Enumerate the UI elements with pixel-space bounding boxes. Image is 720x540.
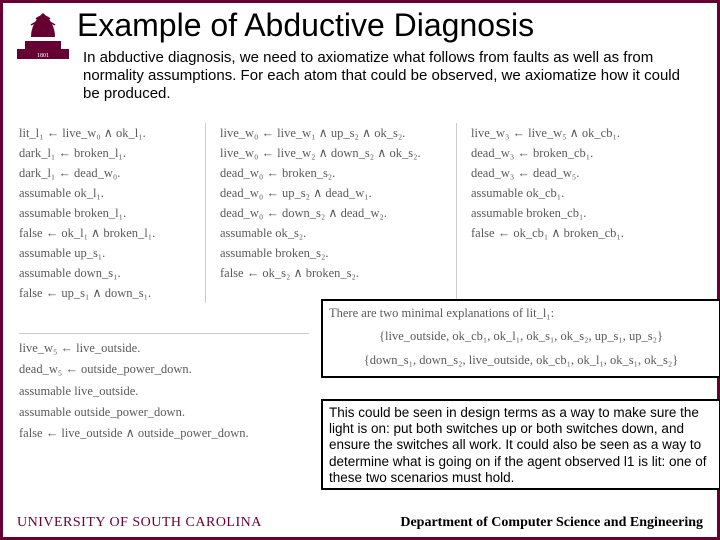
formula-line: live_w₅ ← live_outside. [19, 338, 309, 359]
formula-line: lit_l₁ ← live_w₀ ∧ ok_l₁. [19, 123, 199, 143]
formula-line: assumable ok_cb₁. [471, 183, 681, 203]
formula-line: dark_l₁ ← broken_l₁. [19, 143, 199, 163]
formula-line: assumable ok_l₁. [19, 183, 199, 203]
formula-line: false ← ok_cb₁ ∧ broken_cb₁. [471, 223, 681, 243]
formula-line: false ← ok_l₁ ∧ broken_l₁. [19, 223, 199, 243]
formula-line: assumable ok_s₂. [220, 223, 450, 243]
formula-line: assumable outside_power_down. [19, 402, 309, 423]
formula-line: dead_w₀ ← up_s₂ ∧ dead_w₁. [220, 183, 450, 203]
slide-title: Example of Abductive Diagnosis [77, 7, 534, 44]
formula-columns: lit_l₁ ← live_w₀ ∧ ok_l₁. dark_l₁ ← brok… [19, 123, 709, 303]
formula-line: dead_w₀ ← broken_s₂. [220, 163, 450, 183]
formula-line: assumable down_s₁. [19, 263, 199, 283]
formula-line: dead_w₀ ← down_s₂ ∧ dead_w₂. [220, 203, 450, 223]
minimal-explanations-box: There are two minimal explanations of li… [321, 299, 720, 378]
minimal-set-2: {down_s₁, down_s₂, live_outside, ok_cb₁,… [329, 351, 713, 370]
formula-line: assumable broken_s₂. [220, 243, 450, 263]
slide-footer: UNIVERSITY OF SOUTH CAROLINA Department … [3, 515, 717, 531]
formula-line: live_w₀ ← live_w₂ ∧ down_s₂ ∧ ok_s₂. [220, 143, 450, 163]
formula-line: dead_w₅ ← outside_power_down. [19, 359, 309, 380]
minimal-set-1: {live_outside, ok_cb₁, ok_l₁, ok_s₁, ok_… [329, 327, 713, 346]
formula-line: dark_l₁ ← dead_w₀. [19, 163, 199, 183]
formula-line: false ← live_outside ∧ outside_power_dow… [19, 423, 309, 444]
formula-line: assumable broken_cb₁. [471, 203, 681, 223]
svg-text:1801: 1801 [37, 53, 49, 59]
slide-container: 1801 Example of Abductive Diagnosis In a… [0, 0, 720, 540]
formula-line: assumable live_outside. [19, 381, 309, 402]
formula-col-1: lit_l₁ ← live_w₀ ∧ ok_l₁. dark_l₁ ← brok… [19, 123, 206, 303]
formula-line: false ← ok_s₂ ∧ broken_s₂. [220, 263, 450, 283]
design-text: This could be seen in design terms as a … [329, 405, 706, 485]
design-explanation-box: This could be seen in design terms as a … [321, 399, 720, 490]
formula-line: dead_w₃ ← broken_cb₁. [471, 143, 681, 163]
formula-line: assumable broken_l₁. [19, 203, 199, 223]
footer-department: Department of Computer Science and Engin… [400, 515, 703, 531]
formula-line: dead_w₃ ← dead_w₅. [471, 163, 681, 183]
formula-col-3: live_w₃ ← live_w₅ ∧ ok_cb₁. dead_w₃ ← br… [471, 123, 681, 303]
formula-line: assumable up_s₁. [19, 243, 199, 263]
university-logo: 1801 [13, 9, 73, 64]
intro-paragraph: In abductive diagnosis, we need to axiom… [83, 49, 683, 103]
formula-col-2: live_w₀ ← live_w₁ ∧ up_s₂ ∧ ok_s₂. live_… [220, 123, 457, 303]
formula-line: false ← up_s₁ ∧ down_s₁. [19, 283, 199, 303]
formula-line: live_w₃ ← live_w₅ ∧ ok_cb₁. [471, 123, 681, 143]
formula-line: live_w₀ ← live_w₁ ∧ up_s₂ ∧ ok_s₂. [220, 123, 450, 143]
formula-col-1b: live_w₅ ← live_outside. dead_w₅ ← outsid… [19, 333, 309, 444]
footer-university: UNIVERSITY OF SOUTH CAROLINA [17, 515, 262, 531]
minimal-header: There are two minimal explanations of li… [329, 304, 713, 323]
